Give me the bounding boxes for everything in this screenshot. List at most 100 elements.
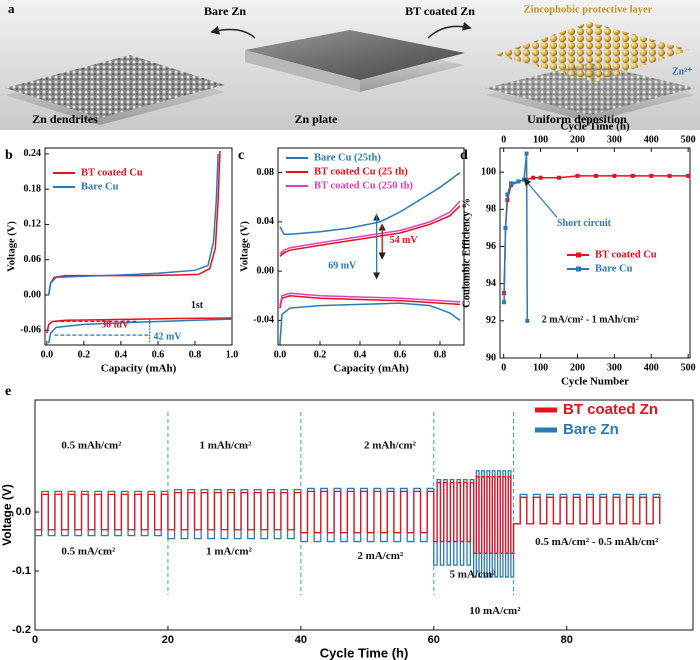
y-tick-label: 0.00: [24, 289, 42, 300]
x2-tick-label: 200: [570, 134, 585, 145]
x-tick-label: 40: [295, 634, 307, 646]
annotation: 2 mA/cm² - 1 mAh/cm²: [542, 314, 639, 325]
y-tick-label: -0.1: [12, 565, 31, 577]
y-tick-label: 0.00: [257, 265, 275, 276]
y-tick-label: 0.18: [24, 183, 42, 194]
x-tick-label: 80: [561, 634, 573, 646]
legend-label: BT coated Cu (250 th): [314, 180, 413, 191]
x-tick-label: 1.0: [226, 349, 239, 360]
series-line: [35, 476, 661, 554]
y-tick-label: 92: [486, 315, 496, 326]
x-tick-label: 0.4: [115, 349, 128, 360]
annotation: 5 mA/cm²: [450, 568, 496, 580]
annotation: 42 mV: [153, 331, 182, 342]
y-tick-label: 0.08: [257, 167, 275, 178]
y-axis-label: Coulombic Efficiency %: [461, 198, 472, 308]
x-tick-label: 400: [644, 362, 659, 373]
x2-tick-label: 0: [501, 134, 506, 145]
x2-tick-label: 400: [644, 134, 659, 145]
x-tick-label: 0: [501, 362, 506, 373]
x-tick-label: 300: [607, 362, 622, 373]
arrow-left: [210, 25, 256, 39]
y-tick-label: 0.12: [24, 219, 42, 230]
x-axis-label: Capacity (mAh): [101, 363, 177, 375]
x-tick-label: 200: [570, 362, 585, 373]
y-tick-label: -0.2: [12, 624, 31, 636]
point: [649, 173, 654, 178]
arrow-label: Bare Zn: [204, 4, 246, 18]
legend-label: Bare Zn: [563, 421, 619, 438]
y-tick-label: 0.06: [24, 254, 42, 265]
panel-label: d: [460, 148, 468, 163]
x-tick-label: 0.2: [78, 349, 91, 360]
legend-label: BT coated Cu (25 th): [314, 166, 408, 177]
y-tick-label: -0.04: [253, 315, 274, 326]
legend-label: BT coated Zn: [563, 401, 658, 418]
x-tick-label: 0.2: [314, 349, 327, 360]
x-tick-label: 0.8: [189, 349, 202, 360]
point: [505, 192, 510, 197]
x-tick-label: 0.4: [354, 349, 367, 360]
panel: e 0 20 40 60 80 -0.2 -0.1 0.0 Cycle Time (h) Volta…: [0, 384, 694, 660]
y-axis-label: Voltage (V): [239, 221, 250, 272]
annotation: 2 mAh/cm²: [364, 440, 417, 452]
legend-label: BT coated Cu: [81, 167, 143, 178]
annotation: 2 mA/cm²: [357, 550, 403, 562]
x-tick-label: 0.6: [394, 349, 407, 360]
x-axis-label: Cycle Time (h): [320, 645, 409, 660]
point: [509, 181, 514, 186]
panel-label: b: [5, 148, 13, 163]
legend-marker: [576, 266, 581, 272]
series-line: [47, 153, 232, 344]
point: [667, 173, 672, 178]
point: [686, 173, 690, 178]
annotation: 1 mAh/cm²: [200, 440, 253, 452]
panel: c 0.0 0.2 0.4 0.6 0.8 -0.04 0.00 0.04 0.08 Capacit…: [238, 147, 465, 375]
x-tick-label: 0.0: [41, 349, 54, 360]
point: [503, 225, 508, 230]
plate-surface: [245, 30, 465, 80]
point: [593, 173, 598, 178]
y-axis-label: Voltage (V): [0, 484, 14, 546]
annotation: 0.5 mA/cm² - 0.5 mAh/cm²: [535, 536, 659, 548]
annotation: 69 mV: [328, 260, 357, 271]
annotation: 0.5 mAh/cm²: [61, 440, 122, 452]
y-tick-label: 0.04: [257, 216, 275, 227]
y-tick-label: 0.0: [16, 506, 31, 518]
plot-frame: [277, 147, 465, 346]
annotation: 1st: [191, 300, 204, 311]
y-tick-label: 90: [486, 352, 496, 363]
x2-tick-label: 300: [607, 134, 622, 145]
x-tick-label: 0.6: [152, 349, 165, 360]
point: [575, 173, 580, 178]
series-line: [46, 150, 232, 334]
series-line: [279, 200, 461, 306]
x-tick-label: 100: [533, 362, 548, 373]
series-line: [279, 205, 461, 309]
point: [557, 175, 562, 180]
x2-tick-label: 100: [533, 134, 548, 145]
x-axis-label: Capacity (mAh): [333, 363, 409, 375]
caption: Zn plate: [294, 112, 338, 126]
x2-axis-label: Cycle Time (h): [560, 121, 630, 133]
x-tick-label: 0: [32, 634, 38, 646]
panel: b 0.0 0.2 0.4 0.6 0.8 1.0 -0.06 0.00 0.06 0.12 0.18…: [5, 147, 239, 375]
protective-layer: [495, 22, 690, 82]
y-tick-label: 100: [481, 166, 496, 177]
series-line: [279, 172, 461, 343]
plot-frame: [44, 147, 233, 346]
arrow: [523, 178, 558, 218]
x-tick-label: 0.0: [274, 349, 287, 360]
panel-label: e: [5, 384, 11, 399]
point: [538, 175, 543, 180]
x-tick-label: 500: [681, 362, 696, 373]
legend-label: Bare Cu: [595, 263, 633, 274]
plot-frame: [34, 399, 694, 631]
series-line: [503, 153, 529, 321]
x2-tick-label: 500: [681, 134, 696, 145]
annotation: 1 mA/cm²: [206, 545, 252, 557]
point: [516, 179, 521, 184]
annotation: 0.5 mA/cm²: [61, 545, 116, 557]
y-tick-label: -0.06: [20, 325, 41, 336]
